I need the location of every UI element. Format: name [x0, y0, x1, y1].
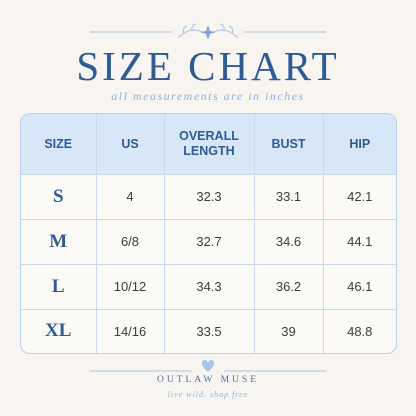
table-cell: 42.1 — [322, 174, 396, 220]
table-cell: 33.1 — [253, 174, 323, 220]
table-row: S 4 32.3 33.1 42.1 — [21, 174, 396, 220]
size-label: L — [21, 263, 96, 310]
table-cell: 34.6 — [253, 218, 323, 265]
brand: OUTLAW MUSE — [157, 375, 259, 385]
size-label: S — [21, 174, 96, 220]
table-cell: 36.2 — [253, 263, 323, 310]
table-body: S 4 32.3 33.1 42.1 M 6/8 32.7 34.6 44.1 L 10/12 34.3… — [21, 174, 396, 353]
subtitle: all measurements are in inches — [111, 89, 305, 103]
column-header: US — [95, 114, 164, 175]
tagline: live wild. shop free — [167, 390, 249, 399]
table-cell: 10/12 — [95, 263, 164, 310]
size-table: SIZE US OVERALL LENGTH BUST HIP S 4 32.3 33.1 42… — [20, 113, 397, 354]
table-cell: 39 — [253, 308, 323, 353]
size-label: XL — [21, 308, 96, 353]
table-row: L 10/12 34.3 36.2 46.1 — [21, 263, 396, 310]
table-cell: 48.8 — [322, 308, 396, 353]
header-row: SIZE US OVERALL LENGTH BUST HIP — [21, 114, 396, 175]
table-row: M 6/8 32.7 34.6 44.1 — [21, 218, 396, 265]
title: SIZE CHART — [76, 43, 340, 89]
table-cell: 46.1 — [322, 263, 396, 310]
table-cell: 14/16 — [95, 308, 164, 353]
column-header: HIP — [322, 114, 396, 175]
table-cell: 34.3 — [163, 263, 254, 310]
table-row: XL 14/16 33.5 39 48.8 — [21, 308, 396, 353]
size-label: M — [21, 218, 96, 265]
column-header: BUST — [253, 114, 323, 175]
table: SIZE US OVERALL LENGTH BUST HIP S 4 32.3 33.1 42… — [21, 114, 396, 353]
column-header: SIZE — [21, 114, 96, 175]
column-header: OVERALL LENGTH — [163, 114, 254, 175]
table-cell: 44.1 — [322, 218, 396, 265]
table-cell: 32.7 — [163, 218, 254, 265]
table-cell: 33.5 — [163, 308, 254, 353]
table-cell: 32.3 — [163, 174, 254, 220]
table-cell: 4 — [95, 174, 164, 220]
table-cell: 6/8 — [95, 218, 164, 265]
